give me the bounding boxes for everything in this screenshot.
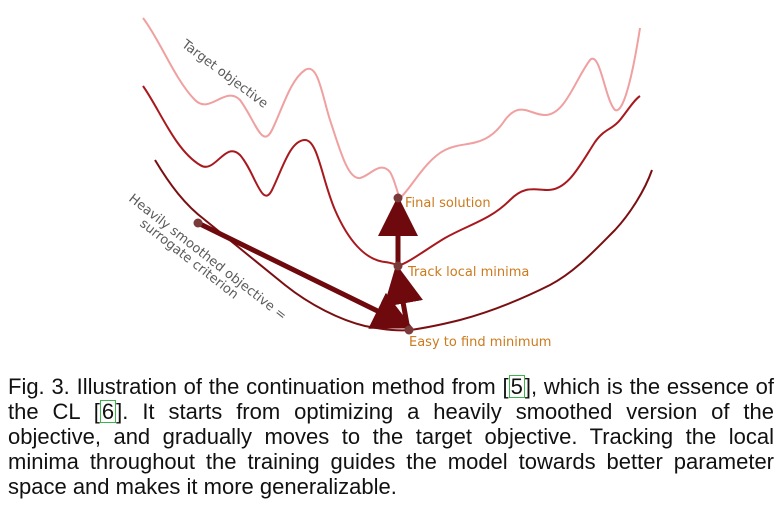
arrow-to-track-minima (383, 264, 423, 331)
target-objective-curve (142, 17, 641, 200)
track-minima-label: Track local minima (407, 265, 529, 280)
easy-minimum-label: Easy to find minimum (409, 335, 551, 350)
figure-canvas: Target objective Heavily smoothed object… (126, 17, 653, 350)
figure-caption: Fig. 3. Illustration of the continuation… (8, 374, 774, 499)
final-solution-label: Final solution (405, 196, 491, 211)
target-objective-label: Target objective (178, 37, 271, 112)
smoothed-objective-label-line2: surrogate criterion (137, 216, 242, 302)
easy-minimum-point (404, 325, 414, 335)
start-point (193, 218, 203, 228)
track-minima-point (393, 261, 403, 271)
caption-text-2: , which is the essence of the CL (8, 374, 774, 424)
citation-link-5[interactable]: 5 (508, 374, 525, 399)
caption-text-1: Fig. 3. Illustration of the continuation… (8, 374, 503, 399)
caption-text-3: . It starts from optimizing a heavily sm… (8, 399, 774, 499)
citation-link-6[interactable]: 6 (99, 399, 117, 424)
final-solution-point (393, 193, 403, 203)
arrow-to-easy-minimum (196, 220, 413, 329)
continuation-method-figure: Target objective Heavily smoothed object… (126, 17, 653, 350)
intermediate-objective-curve (142, 85, 641, 268)
